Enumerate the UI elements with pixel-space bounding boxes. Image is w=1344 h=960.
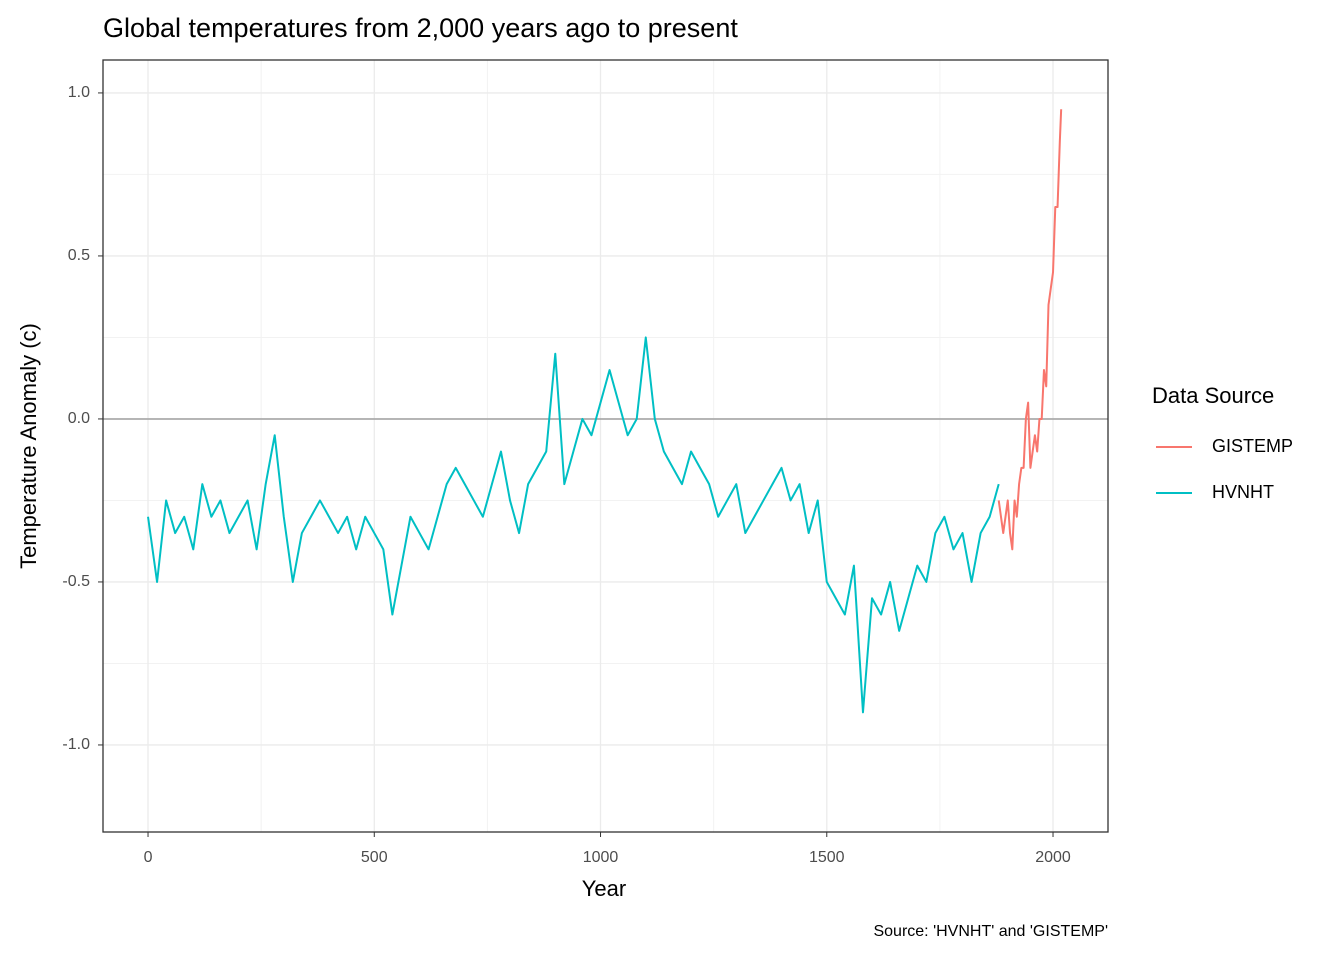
y-tick-label: 0.5 xyxy=(68,247,90,264)
y-axis-title: Temperature Anomaly (c) xyxy=(16,323,41,569)
y-tick-label: -1.0 xyxy=(62,736,90,753)
x-axis-title: Year xyxy=(582,876,626,901)
x-tick-label: 2000 xyxy=(1035,849,1071,866)
caption: Source: 'HVNHT' and 'GISTEMP' xyxy=(873,923,1108,940)
series-line xyxy=(147,336,1000,714)
chart-title: Global temperatures from 2,000 years ago… xyxy=(103,13,738,43)
x-tick-label: 1000 xyxy=(583,849,619,866)
legend-title: Data Source xyxy=(1152,383,1274,408)
series-line xyxy=(997,109,1063,551)
x-tick-label: 1500 xyxy=(809,849,845,866)
legend-label: HVNHT xyxy=(1212,482,1274,502)
legend-label: GISTEMP xyxy=(1212,436,1293,456)
y-tick-label: 1.0 xyxy=(68,84,90,101)
x-tick-label: 500 xyxy=(361,849,388,866)
plot-border xyxy=(102,59,1109,833)
x-tick-label: 0 xyxy=(144,849,153,866)
y-tick-label: -0.5 xyxy=(62,573,90,590)
y-tick-label: 0.0 xyxy=(68,410,90,427)
